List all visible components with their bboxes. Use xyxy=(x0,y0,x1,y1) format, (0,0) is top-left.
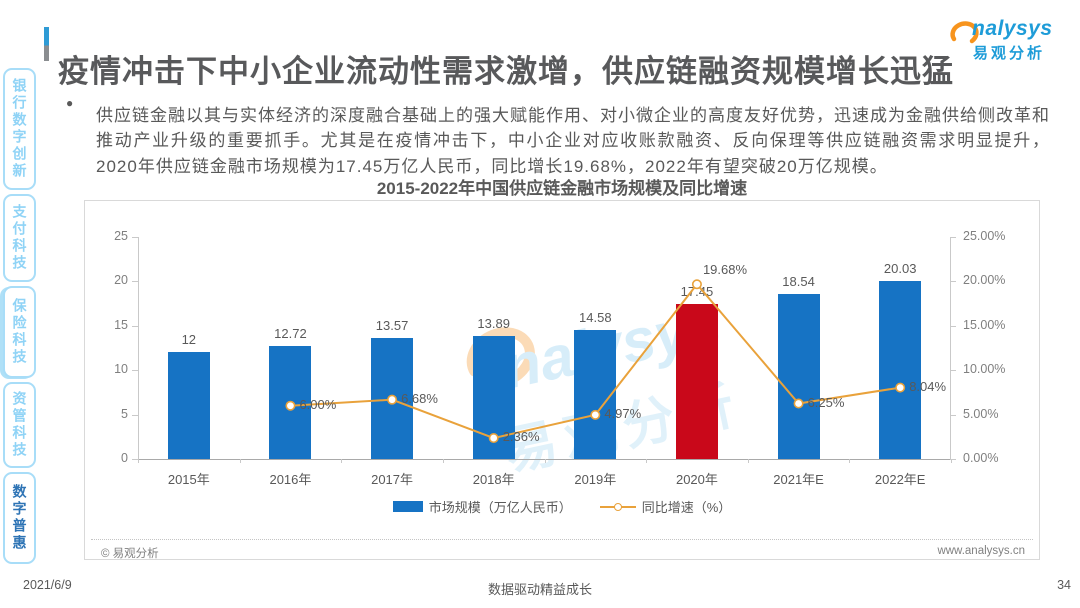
x-axis-tick xyxy=(646,459,648,463)
footer-date: 2021/6/9 xyxy=(23,578,72,592)
sidebar-tab-payment-tech[interactable]: 支付科技 xyxy=(3,194,36,282)
x-axis-tick xyxy=(341,459,343,463)
left-axis-tick xyxy=(132,237,138,238)
x-axis-tick xyxy=(849,459,851,463)
left-axis-tick xyxy=(132,370,138,372)
x-axis-category-label: 2018年 xyxy=(472,472,515,487)
bar-2021年E xyxy=(777,294,820,459)
sidebar-tab-digital-inclusion-active[interactable]: 数字普惠 xyxy=(3,472,36,564)
growth-point-label: 6.00% xyxy=(299,396,337,412)
chart-container: nalysys 易观分析 05101520250.00%5.00%10.00%1… xyxy=(84,200,1040,560)
right-axis-tick-label: 0.00% xyxy=(963,451,999,465)
line-swatch-icon xyxy=(599,502,636,511)
bar-2015年 xyxy=(167,352,210,459)
left-axis-tick xyxy=(132,459,138,460)
right-axis-tick-label: 5.00% xyxy=(963,406,999,421)
bar-2020年 xyxy=(675,304,718,459)
chart-legend: 市场规模（万亿人民币） 同比增速（%） xyxy=(85,497,1039,516)
x-axis-category-label: 2015年 xyxy=(167,472,210,487)
analysys-logo: nalysys 易观分析 xyxy=(948,13,1073,65)
x-axis-tick xyxy=(138,459,139,463)
x-axis-tick xyxy=(544,459,546,463)
right-axis-tick-label: 10.00% xyxy=(963,362,1006,377)
left-axis-tick xyxy=(132,414,138,416)
bar-value-label: 18.54 xyxy=(782,274,815,290)
legend-item-growth-rate: 同比增速（%） xyxy=(599,497,732,516)
legend-label-market-size: 市场规模（万亿人民币） xyxy=(428,500,572,515)
x-axis-category-label: 2017年 xyxy=(371,472,414,487)
left-axis-tick-label: 0 xyxy=(121,451,128,465)
bar-2019年 xyxy=(574,329,617,459)
bar-value-label: 14.58 xyxy=(579,309,612,325)
growth-point-label: 2.36% xyxy=(502,429,540,445)
bar-value-label: 13.89 xyxy=(477,315,510,331)
growth-point-label: 6.68% xyxy=(401,390,438,406)
bar-value-label: 13.57 xyxy=(375,318,409,334)
left-axis-line xyxy=(138,237,139,459)
chart-plot-area: nalysys 易观分析 05101520250.00%5.00%10.00%1… xyxy=(114,229,1005,487)
chart-website-link[interactable]: www.analysys.cn xyxy=(937,545,1025,557)
right-axis-line xyxy=(950,237,951,459)
bar-value-label: 20.03 xyxy=(883,261,917,277)
right-axis-tick xyxy=(950,414,956,416)
growth-line xyxy=(285,279,906,444)
left-axis-tick xyxy=(132,281,138,283)
x-axis-category-label: 2019年 xyxy=(574,472,617,487)
right-axis-tick-label: 15.00% xyxy=(963,317,1006,332)
legend-label-growth-rate: 同比增速（%） xyxy=(641,500,732,515)
right-axis-tick xyxy=(950,370,956,372)
left-axis-tick-label: 25 xyxy=(114,229,128,243)
right-axis-tick-label: 25.00% xyxy=(963,229,1006,243)
x-axis-category-label: 2016年 xyxy=(269,472,312,487)
logo-brand-cn: 易观分析 xyxy=(973,45,1046,62)
sidebar-tab-asset-management-tech[interactable]: 资管科技 xyxy=(3,382,36,468)
bar-2022年E xyxy=(879,281,922,459)
x-axis-category-label: 2022年E xyxy=(874,472,926,487)
x-axis-category-label: 2021年E xyxy=(773,472,824,487)
chart-copyright: © 易观分析 xyxy=(101,548,159,560)
bullet-icon: ● xyxy=(66,96,74,110)
left-axis-tick-label: 5 xyxy=(121,406,128,421)
growth-point-label: 6.25% xyxy=(807,394,845,410)
sidebar-tab-insurance-tech[interactable]: 保险科技 xyxy=(3,286,36,378)
left-axis-tick-label: 10 xyxy=(114,362,128,377)
right-axis-tick xyxy=(950,459,956,460)
legend-item-market-size: 市场规模（万亿人民币） xyxy=(392,497,572,516)
x-axis-tick xyxy=(239,459,241,463)
x-axis-tick xyxy=(747,459,749,463)
chart-footer-divider xyxy=(91,539,1033,540)
chart-title: 2015-2022年中国供应链金融市场规模及同比增速 xyxy=(376,179,748,198)
right-axis-tick-label: 20.00% xyxy=(963,273,1006,288)
right-axis-tick xyxy=(950,281,956,283)
x-axis-tick xyxy=(951,459,952,463)
title-accent-bar xyxy=(44,27,49,61)
page-title: 疫情冲击下中小企业流动性需求激增，供应链融资规模增长迅猛 xyxy=(58,53,954,89)
left-axis-tick-label: 20 xyxy=(114,273,128,288)
left-axis-tick-label: 15 xyxy=(114,317,128,332)
footer-page-number: 34 xyxy=(1057,578,1071,592)
x-axis-category-label: 2020年 xyxy=(675,472,718,487)
logo-swoosh-icon xyxy=(950,21,979,44)
summary-paragraph: 供应链金融以其与实体经济的深度融合基础上的强大赋能作用、对小微企业的高度友好优势… xyxy=(96,106,1050,176)
right-axis-tick xyxy=(950,325,956,327)
bar-swatch-icon xyxy=(392,501,423,512)
logo-brand-en: nalysys xyxy=(972,17,1053,40)
growth-point-label: 8.04% xyxy=(909,378,947,394)
growth-point-label: 19.68% xyxy=(702,262,748,278)
sidebar-tab-banking-digital-innovation[interactable]: 银行数字创新 xyxy=(3,68,36,190)
footer-slogan: 数据驱动精益成长 xyxy=(487,582,592,597)
x-axis-tick xyxy=(442,459,444,463)
bar-value-label: 12 xyxy=(181,332,197,348)
growth-point-label: 4.97% xyxy=(604,405,642,421)
right-axis-tick xyxy=(950,237,956,238)
left-axis-tick xyxy=(132,325,138,327)
bar-value-label: 12.72 xyxy=(274,326,307,342)
